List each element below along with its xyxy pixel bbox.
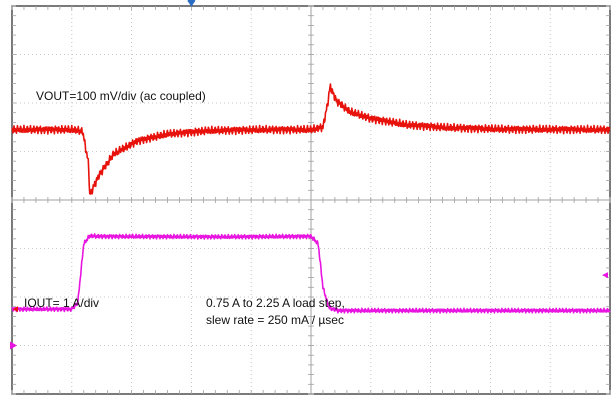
- grid: [11, 5, 611, 395]
- vout-annotation: VOUT=100 mV/div (ac coupled): [36, 89, 206, 103]
- trace-vout: [11, 83, 611, 195]
- load-step-annotation-line2: slew rate = 250 mA / µsec: [206, 313, 344, 327]
- iout-annotation: IOUT= 1 A/div: [24, 296, 99, 310]
- markers: [10, 0, 608, 350]
- load-step-annotation-line1: 0.75 A to 2.25 A load step,: [206, 296, 345, 310]
- traces: [11, 83, 611, 314]
- ch2-trigger-level-marker: [602, 272, 608, 279]
- ch2-ground-marker: [10, 341, 17, 350]
- ch1-offset-marker: [13, 306, 18, 313]
- trace-iout: [11, 233, 611, 314]
- trigger-position-marker: [187, 0, 196, 7]
